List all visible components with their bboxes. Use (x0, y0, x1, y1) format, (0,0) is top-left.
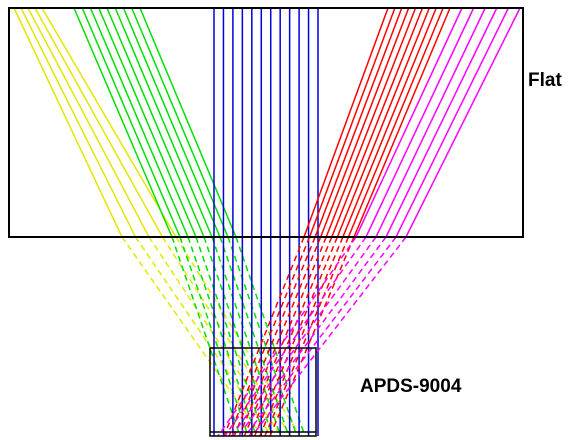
magenta-ray (385, 7, 498, 238)
green-ray (114, 7, 213, 238)
magenta-ray-refracted (230, 236, 377, 437)
green-ray-refracted (195, 236, 266, 437)
green-ray (131, 7, 229, 238)
magenta-ray (405, 7, 521, 238)
magenta-ray-refracted (224, 236, 367, 437)
red-ray-refracted (243, 236, 327, 437)
magenta-ray-refracted (244, 236, 397, 437)
red-ray (331, 7, 424, 238)
red-ray (353, 7, 451, 238)
magenta-ray-refracted (217, 236, 357, 437)
red-ray-refracted (228, 236, 311, 437)
red-ray-refracted (233, 236, 316, 437)
green-ray (106, 7, 205, 238)
yellow-ray (20, 7, 137, 238)
green-ray-refracted (187, 236, 257, 437)
red-ray (319, 7, 410, 238)
sensor-label: APDS-9004 (360, 376, 462, 397)
sensor-body (209, 347, 317, 437)
magenta-ray (365, 7, 475, 238)
yellow-ray (34, 7, 164, 238)
red-ray (314, 7, 403, 238)
red-ray-refracted (223, 236, 305, 437)
yellow-ray (13, 7, 123, 238)
green-ray (89, 7, 189, 238)
magenta-ray (355, 7, 463, 238)
magenta-ray-refracted (237, 236, 387, 437)
flat-window (8, 7, 524, 238)
yellow-ray (41, 7, 177, 238)
green-ray (98, 7, 197, 238)
green-ray (73, 7, 173, 238)
yellow-ray (27, 7, 150, 238)
red-ray (336, 7, 431, 238)
red-ray (325, 7, 417, 238)
red-ray-refracted (264, 236, 350, 437)
red-ray (303, 7, 389, 238)
red-ray (308, 7, 396, 238)
red-ray (347, 7, 444, 238)
green-ray-refracted (171, 236, 241, 437)
yellow-ray-refracted (175, 236, 301, 437)
red-ray-refracted (238, 236, 322, 437)
magenta-ray-refracted (251, 236, 407, 437)
green-ray (81, 7, 181, 238)
flat-label: Flat (528, 70, 562, 91)
red-ray-refracted (259, 236, 344, 437)
magenta-ray (375, 7, 486, 238)
green-ray (139, 7, 237, 238)
rays-layer (13, 7, 521, 437)
red-ray-refracted (253, 236, 339, 437)
yellow-ray-refracted (121, 236, 263, 437)
red-ray (342, 7, 437, 238)
red-ray-refracted (269, 236, 355, 437)
magenta-ray (395, 7, 510, 238)
green-ray-refracted (219, 236, 290, 437)
red-ray-refracted (248, 236, 333, 437)
green-ray-refracted (227, 236, 298, 437)
green-ray (122, 7, 221, 238)
